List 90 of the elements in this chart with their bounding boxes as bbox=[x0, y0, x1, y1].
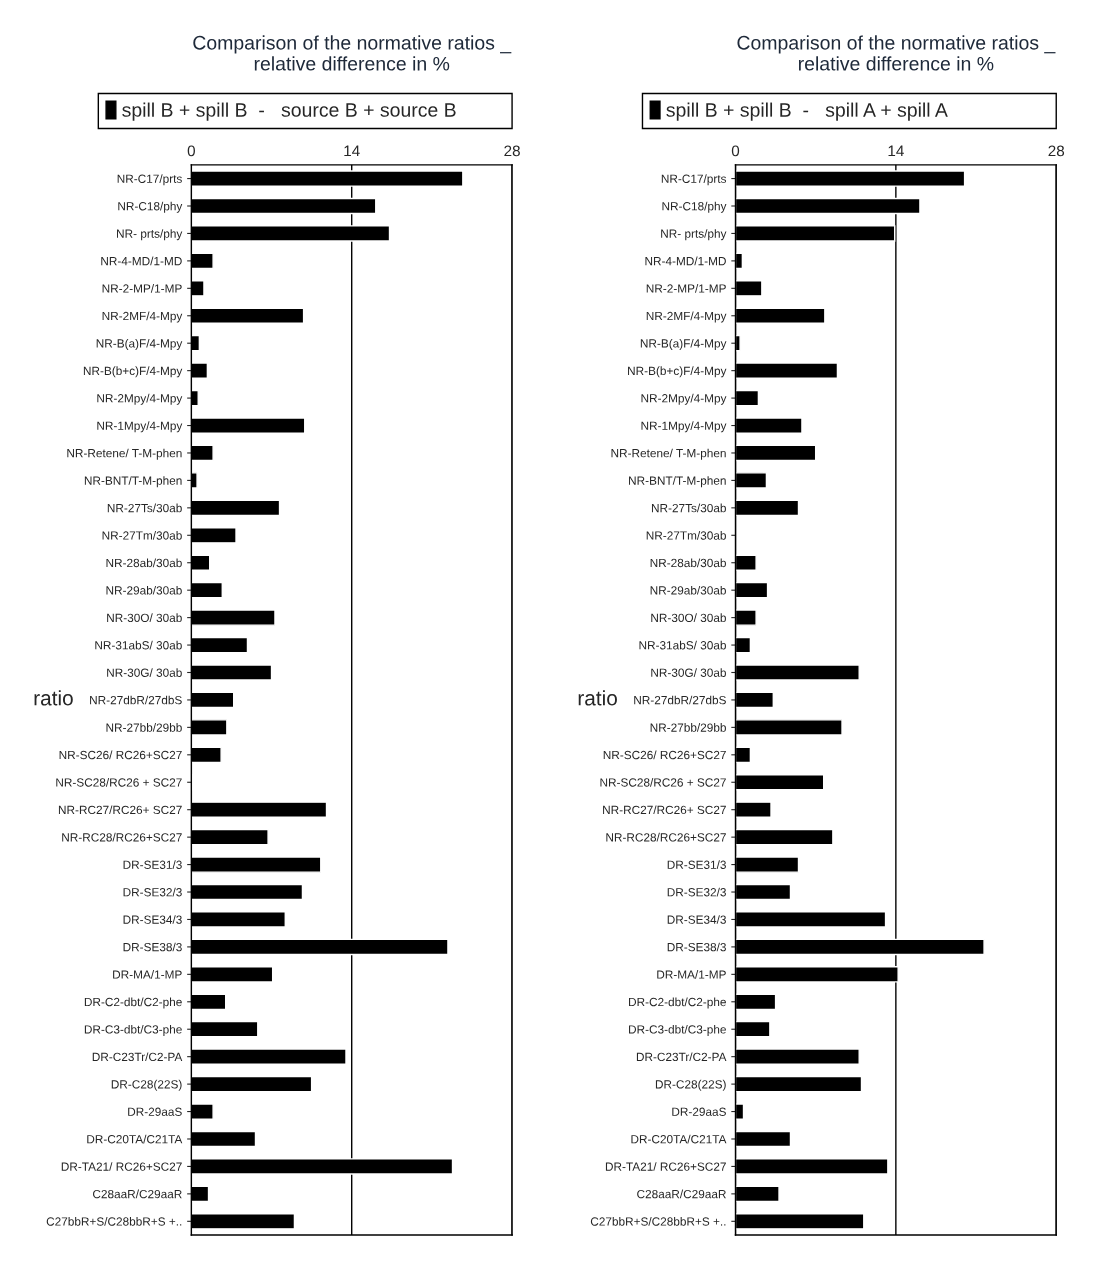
y-tick-label: DR-C2-dbt/C2-phe bbox=[84, 997, 182, 1009]
y-tick-label: NR-SC28/RC26 + SC27 bbox=[600, 777, 726, 787]
y-tick-label: DR-C3-dbt/C3-phe bbox=[84, 1024, 182, 1036]
y-tick-label: DR-TA21/ RC26+SC27 bbox=[605, 1162, 726, 1171]
y-tick-label: DR-SE32/3 bbox=[123, 887, 182, 897]
y-tick-label: NR-RC28/RC26+SC27 bbox=[606, 832, 726, 842]
y-tick-label: DR-C23Tr/C2-PA bbox=[92, 1052, 183, 1062]
y-tick-label: NR-B(b+c)F/4-Mpy bbox=[628, 366, 727, 378]
y-tick-label: C27bbR+S/C28bbR+S +.. bbox=[590, 1217, 726, 1226]
y-tick-label: NR-2-MP/1-MP bbox=[646, 284, 726, 293]
y-tick-label: NR-2MF/4-Mpy bbox=[646, 311, 727, 323]
y-tick-label: DR-TA21/ RC26+SC27 bbox=[61, 1162, 182, 1171]
y-tick-label: NR-2MF/4-Mpy bbox=[102, 311, 183, 323]
x-tick-label: 0 bbox=[731, 145, 740, 157]
y-tick-label: NR-29ab/30ab bbox=[106, 585, 182, 595]
y-tick-label: DR-C23Tr/C2-PA bbox=[636, 1052, 727, 1062]
y-tick-label: NR-1Mpy/4-Mpy bbox=[641, 421, 727, 433]
y-tick-label: DR-MA/1-MP bbox=[657, 970, 726, 979]
y-tick-label: NR-B(a)F/4-Mpy bbox=[640, 338, 727, 350]
y-tick-label: NR-1Mpy/4-Mpy bbox=[97, 421, 183, 433]
y-axis-title: ratio bbox=[578, 690, 617, 706]
y-tick-label: NR-Retene/ T-M-phen bbox=[67, 448, 182, 460]
y-tick-label: DR-SE31/3 bbox=[123, 860, 182, 869]
y-tick-label: NR-4-MD/1-MD bbox=[101, 256, 182, 266]
y-tick-label: NR-27bb/29bb bbox=[650, 723, 726, 732]
y-tick-label: NR-RC27/RC26+ SC27 bbox=[58, 805, 182, 815]
y-tick-label: NR-2-MP/1-MP bbox=[102, 284, 182, 293]
y-tick-label: NR-30O/ 30ab bbox=[107, 613, 182, 623]
y-tick-label: NR-2Mpy/4-Mpy bbox=[97, 393, 183, 405]
y-tick-label: DR-C20TA/C21TA bbox=[631, 1134, 727, 1144]
y-tick-label: NR-C17/prts bbox=[117, 174, 182, 186]
x-tick-label: 28 bbox=[1048, 145, 1065, 157]
y-tick-label: DR-MA/1-MP bbox=[113, 970, 182, 979]
y-tick-label: DR-SE31/3 bbox=[667, 860, 726, 869]
y-tick-label: NR- prts/phy bbox=[661, 229, 727, 241]
chart-title: Comparison of the normative ratios _ relative difference in % bbox=[737, 35, 1056, 71]
y-tick-label: NR-2Mpy/4-Mpy bbox=[641, 393, 727, 405]
y-tick-label: DR-SE38/3 bbox=[667, 942, 726, 952]
y-tick-label: DR-29aaS bbox=[672, 1107, 726, 1116]
y-tick-label: DR-C3-dbt/C3-phe bbox=[629, 1024, 726, 1036]
y-tick-label: C27bbR+S/C28bbR+S +.. bbox=[46, 1217, 182, 1226]
y-tick-label: NR-27Tm/30ab bbox=[102, 531, 182, 540]
chart-title: Comparison of the normative ratios _ relative difference in % bbox=[193, 35, 512, 71]
y-tick-label: DR-C2-dbt/C2-phe bbox=[629, 997, 726, 1009]
y-tick-label: NR-27Tm/30ab bbox=[646, 531, 726, 540]
y-tick-label: DR-C20TA/C21TA bbox=[87, 1134, 183, 1144]
y-tick-label: NR-RC28/RC26+SC27 bbox=[62, 832, 182, 842]
y-tick-label: NR-30O/ 30ab bbox=[651, 613, 726, 623]
y-tick-label: NR-RC27/RC26+ SC27 bbox=[603, 805, 726, 815]
y-tick-label: NR-27Ts/30ab bbox=[107, 503, 182, 513]
y-tick-label: NR-B(b+c)F/4-Mpy bbox=[83, 366, 183, 378]
y-tick-label: DR-SE34/3 bbox=[123, 915, 182, 924]
y-tick-label: NR-C18/phy bbox=[118, 201, 183, 213]
y-tick-label: NR-SC28/RC26 + SC27 bbox=[56, 777, 182, 787]
x-tick-label: 0 bbox=[187, 145, 195, 157]
y-tick-label: DR-C28(22S) bbox=[111, 1079, 182, 1091]
y-tick-label: NR-SC26/ RC26+SC27 bbox=[59, 750, 182, 760]
y-tick-label: DR-29aaS bbox=[128, 1107, 182, 1116]
x-tick-label: 14 bbox=[344, 145, 360, 157]
y-tick-label: NR-SC26/ RC26+SC27 bbox=[603, 750, 726, 760]
legend-label: spill B + spill B - spill A + spill A bbox=[666, 102, 948, 121]
legend-label: spill B + spill B - source B + source B bbox=[122, 102, 456, 121]
y-tick-label: NR-31abS/ 30ab bbox=[95, 640, 182, 650]
y-tick-label: NR-30G/ 30ab bbox=[107, 668, 182, 677]
y-tick-label: NR-31abS/ 30ab bbox=[639, 640, 726, 650]
y-tick-label: NR-27dbR/27dbS bbox=[634, 695, 726, 705]
y-tick-label: NR-BNT/T-M-phen bbox=[84, 476, 182, 488]
y-tick-label: DR-SE38/3 bbox=[123, 942, 182, 952]
y-tick-label: NR-29ab/30ab bbox=[650, 585, 726, 595]
y-tick-label: NR-30G/ 30ab bbox=[651, 668, 726, 677]
y-tick-label: NR-28ab/30ab bbox=[650, 558, 726, 568]
x-tick-label: 28 bbox=[504, 145, 520, 157]
y-tick-label: NR-27dbR/27dbS bbox=[90, 695, 182, 705]
x-tick-label: 14 bbox=[888, 145, 904, 157]
y-tick-label: DR-SE34/3 bbox=[667, 915, 726, 924]
y-tick-label: NR-B(a)F/4-Mpy bbox=[96, 338, 183, 350]
y-tick-label: DR-C28(22S) bbox=[655, 1079, 726, 1091]
y-tick-label: NR-Retene/ T-M-phen bbox=[611, 448, 726, 460]
y-tick-label: NR-28ab/30ab bbox=[106, 558, 182, 568]
y-tick-label: NR-27Ts/30ab bbox=[651, 503, 726, 513]
y-tick-label: C28aaR/C29aaR bbox=[93, 1189, 182, 1199]
y-tick-label: C28aaR/C29aaR bbox=[637, 1189, 726, 1199]
y-tick-label: NR- prts/phy bbox=[117, 229, 183, 241]
y-tick-label: NR-C17/prts bbox=[661, 174, 727, 186]
y-tick-label: DR-SE32/3 bbox=[667, 887, 726, 897]
y-tick-label: NR-BNT/T-M-phen bbox=[629, 476, 726, 488]
y-tick-label: NR-27bb/29bb bbox=[106, 723, 182, 732]
y-tick-label: NR-4-MD/1-MD bbox=[645, 256, 726, 266]
y-axis-title: ratio bbox=[34, 690, 73, 706]
y-tick-label: NR-C18/phy bbox=[662, 201, 727, 213]
